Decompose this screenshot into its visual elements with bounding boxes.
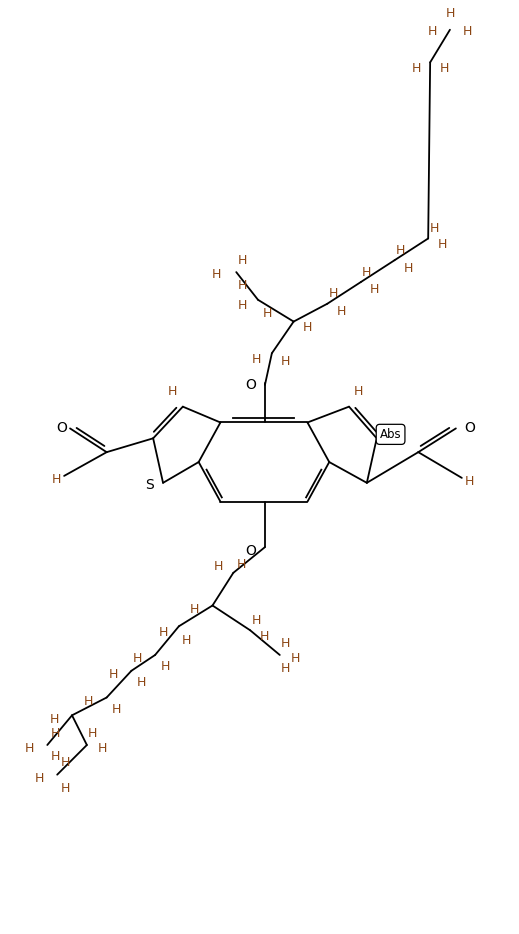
Text: H: H [263, 307, 272, 320]
Text: O: O [245, 378, 256, 392]
Text: H: H [238, 299, 247, 312]
Text: O: O [57, 421, 67, 435]
Text: H: H [35, 772, 44, 785]
Text: H: H [429, 222, 439, 235]
Text: H: H [60, 757, 70, 770]
Text: H: H [303, 321, 312, 334]
Text: H: H [60, 782, 70, 795]
Text: H: H [281, 355, 291, 368]
Text: H: H [329, 288, 338, 301]
Text: H: H [25, 743, 34, 756]
Text: H: H [445, 7, 455, 21]
Text: H: H [88, 727, 98, 740]
Text: H: H [465, 475, 474, 488]
Text: S: S [145, 478, 154, 492]
Text: O: O [464, 421, 475, 435]
Text: H: H [260, 630, 269, 643]
Text: H: H [237, 559, 246, 572]
Text: H: H [251, 614, 261, 627]
Text: H: H [168, 386, 177, 398]
Text: H: H [396, 244, 405, 257]
Text: H: H [109, 668, 118, 681]
Text: H: H [49, 713, 59, 726]
Text: H: H [112, 703, 121, 715]
Text: H: H [428, 25, 437, 38]
Text: H: H [214, 560, 223, 573]
Text: H: H [281, 662, 291, 675]
Text: H: H [281, 637, 291, 649]
Text: Abs: Abs [380, 428, 401, 441]
Text: H: H [190, 603, 199, 616]
Text: H: H [182, 633, 192, 646]
Text: H: H [158, 626, 168, 639]
Text: H: H [50, 750, 60, 763]
Text: H: H [238, 279, 247, 292]
Text: H: H [404, 262, 413, 275]
Text: H: H [160, 660, 170, 673]
Text: H: H [412, 62, 421, 75]
Text: H: H [238, 254, 247, 267]
Text: H: H [438, 238, 447, 251]
Text: H: H [362, 265, 372, 278]
Text: H: H [439, 62, 449, 75]
Text: H: H [51, 474, 61, 487]
Text: H: H [336, 305, 346, 318]
Text: H: H [136, 676, 146, 689]
Text: H: H [291, 653, 301, 665]
Text: H: H [133, 653, 142, 665]
Text: H: H [50, 727, 60, 740]
Text: H: H [84, 695, 93, 708]
Text: H: H [251, 353, 261, 366]
Text: O: O [245, 545, 256, 559]
Text: H: H [354, 386, 364, 398]
Text: H: H [370, 283, 379, 296]
Text: H: H [212, 267, 221, 280]
Text: H: H [98, 743, 107, 756]
Text: H: H [463, 25, 472, 38]
